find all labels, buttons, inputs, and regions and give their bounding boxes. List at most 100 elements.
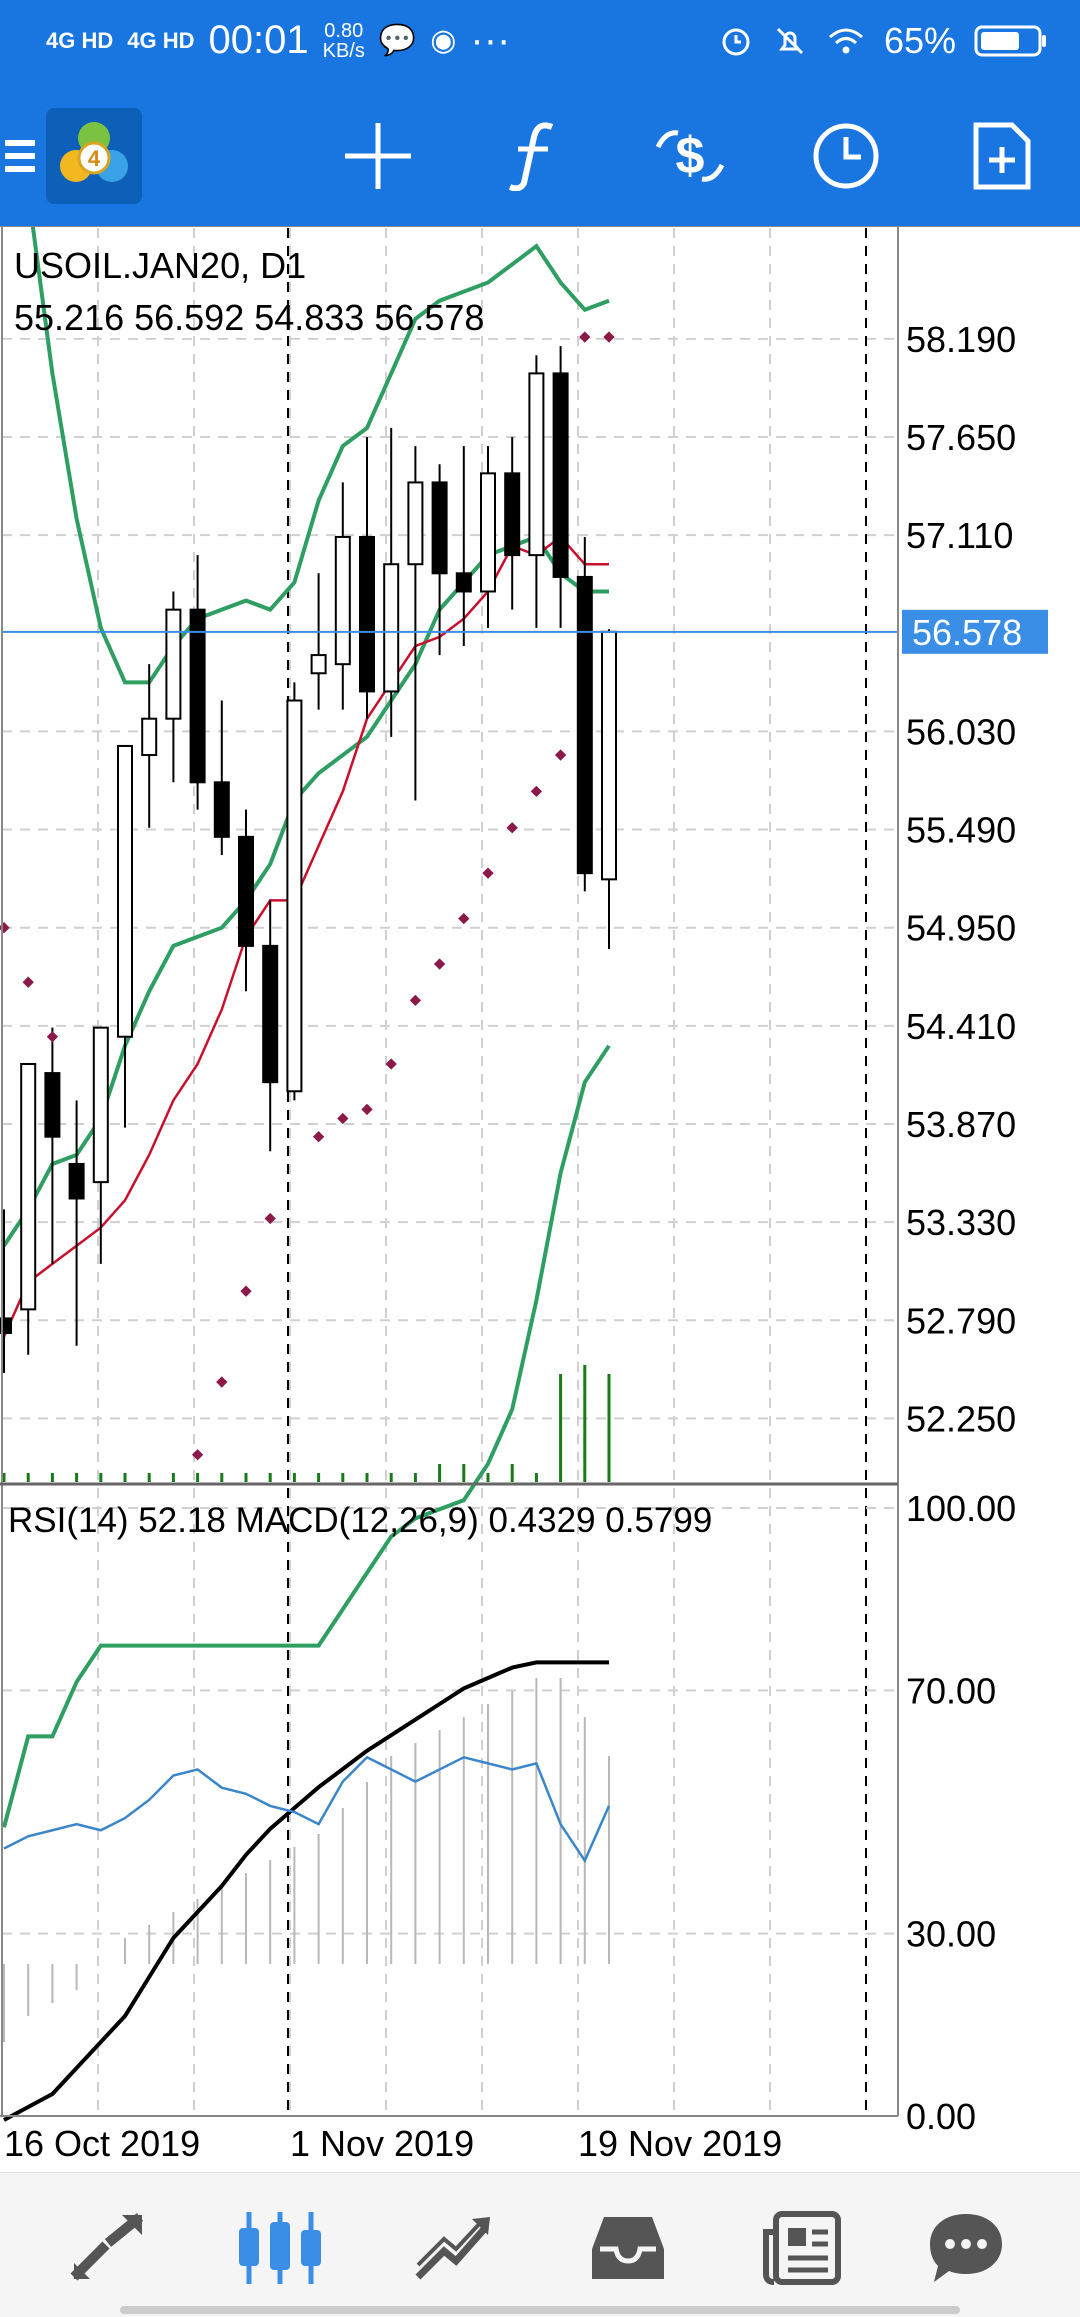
price-tick-label: 52.790 [906, 1300, 1016, 1341]
quotes-icon [70, 2213, 144, 2281]
nav-trade[interactable] [404, 2203, 504, 2293]
price-chart[interactable]: 56.578 58.190 57.650 57.110 56.030 55.490 54.9… [0, 0, 1080, 2170]
candle-body [213, 781, 230, 838]
sar-point [482, 867, 494, 879]
volume-bars [2, 1365, 611, 1482]
price-tick-label: 52.250 [906, 1398, 1016, 1439]
axes: 56.578 58.190 57.650 57.110 56.030 55.490 54.9… [0, 225, 1080, 2164]
nav-chart[interactable] [230, 2203, 330, 2293]
indicator-tick-label: 0.00 [906, 2096, 976, 2137]
parabolic-sar [0, 331, 615, 1461]
net-speed-value: 0.80 [324, 19, 364, 42]
wechat-icon: 💬 [378, 24, 417, 57]
chart-toolbar: 4 $ [0, 86, 1080, 226]
sar-point [554, 749, 567, 761]
candle-body [286, 699, 303, 1093]
messages-icon [930, 2214, 1002, 2282]
clock: 00:01 [208, 18, 309, 62]
trade-nav-icon [415, 2217, 490, 2280]
sar-point [240, 1285, 252, 1297]
sar-point [46, 1031, 59, 1043]
indicator-tick-label: 30.00 [906, 1914, 996, 1955]
candle-body [310, 654, 327, 675]
status-right: 65% [718, 20, 1048, 62]
sar-point [506, 822, 518, 834]
price-tick-label: 58.190 [906, 319, 1016, 360]
candle-body [407, 481, 424, 566]
new-order-button[interactable] [952, 106, 1052, 206]
candle-body [92, 1026, 109, 1184]
sar-point [216, 1376, 228, 1388]
sar-point [264, 1212, 276, 1225]
indicator-tick-label: 70.00 [906, 1670, 996, 1711]
app-logo-button[interactable]: 4 [46, 108, 142, 204]
new-order-icon [973, 122, 1031, 190]
price-tick-label: 57.650 [906, 417, 1016, 458]
sar-point [458, 912, 470, 925]
candle-body [576, 575, 593, 875]
candle-body [528, 372, 545, 557]
battery-icon [974, 25, 1046, 57]
alarm-icon [722, 28, 750, 56]
signal-icon-1: 4G HD [46, 27, 114, 53]
candle-body [189, 608, 206, 784]
symbol-title: USOIL.JAN20, D1 [14, 245, 306, 286]
trade-icon: $ [655, 127, 725, 185]
sar-point [22, 976, 34, 988]
candle-body [383, 563, 400, 693]
candle-body [262, 944, 279, 1084]
candle-body [480, 472, 496, 593]
candle-body [0, 1317, 12, 1334]
sar-point [337, 1112, 349, 1125]
date-label: 1 Nov 2019 [290, 2123, 474, 2164]
candle-body [455, 572, 472, 593]
indicators-button[interactable] [484, 106, 584, 206]
moving-average [2, 535, 609, 1338]
weibo-icon: ◉ [430, 24, 457, 57]
signal-icon-2: 4G HD [127, 29, 194, 52]
sar-point [579, 331, 591, 343]
candle-body [601, 630, 617, 881]
mute-icon [776, 27, 803, 55]
nav-quotes[interactable] [58, 2203, 158, 2293]
candle-body [68, 1162, 85, 1200]
price-tick-label: 55.490 [906, 810, 1016, 851]
current-price-badge [902, 609, 1048, 654]
candle-body [552, 372, 569, 578]
sar-point [312, 1131, 325, 1143]
sar-point [433, 958, 446, 970]
chart-grid [2, 228, 898, 2117]
net-speed: 0.80 KB/s [323, 21, 365, 61]
timeframe-icon [813, 123, 879, 189]
ohlc-values: 55.216 56.592 54.833 56.578 [14, 297, 484, 338]
price-tick-label: 54.950 [906, 908, 1016, 949]
indicator-title: RSI(14) 52.18 MACD(12,26,9) 0.4329 0.579… [8, 1501, 712, 1540]
nav-history[interactable] [578, 2203, 678, 2293]
crosshair-button[interactable] [328, 106, 428, 206]
metatrader-logo: 4 [46, 108, 142, 204]
nav-news[interactable] [752, 2203, 852, 2293]
svg-text:4: 4 [88, 146, 101, 171]
menu-button[interactable] [0, 106, 40, 206]
date-label: 16 Oct 2019 [4, 2123, 200, 2164]
candlesticks [0, 346, 617, 1373]
candle-body [141, 717, 158, 757]
trade-button[interactable]: $ [640, 106, 740, 206]
sar-point [530, 785, 543, 798]
rsi-line [3, 1755, 611, 1864]
chart-area[interactable]: 56.578 58.190 57.650 57.110 56.030 55.490 54.9… [0, 0, 1080, 2170]
chart-icon [239, 2212, 321, 2284]
candle-body [504, 472, 521, 557]
status-bar: 4G HD 4G HD 00:01 0.80 KB/s 💬 ◉ ··· 65% [0, 0, 1080, 86]
bottom-navigation [0, 2172, 1080, 2317]
menu-icon [5, 140, 35, 172]
signal-label-1: 4G HD [46, 27, 114, 53]
timeframe-button[interactable] [796, 106, 896, 206]
sar-point [409, 994, 422, 1007]
sar-point [603, 331, 615, 343]
candle-body [238, 835, 254, 947]
sar-point [385, 1058, 397, 1070]
nav-messages[interactable] [916, 2203, 1016, 2293]
crosshair-icon [345, 123, 411, 189]
candle-body [20, 1063, 37, 1311]
